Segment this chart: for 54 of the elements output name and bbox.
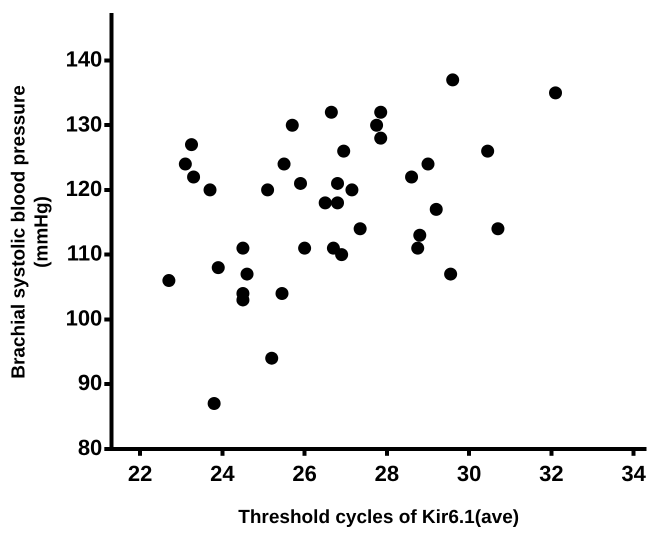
point — [275, 286, 288, 300]
point — [374, 132, 388, 145]
y-tick-label: 120 — [66, 176, 102, 201]
point — [298, 242, 312, 255]
point — [413, 228, 426, 242]
point — [318, 196, 332, 210]
point — [187, 170, 200, 184]
point — [236, 242, 250, 255]
x-tick-label: 28 — [374, 461, 400, 486]
point — [422, 158, 435, 171]
x-tick-label: 30 — [456, 461, 482, 486]
x-tick-label: 32 — [539, 461, 564, 486]
y-tick-label: 80 — [78, 434, 102, 460]
point — [374, 106, 388, 119]
point — [240, 268, 254, 281]
y-tick-label: 110 — [66, 240, 102, 266]
point — [430, 202, 443, 216]
point — [294, 176, 308, 190]
point — [162, 274, 176, 288]
x-tick-label: 26 — [292, 461, 317, 486]
x-tick-label: 34 — [621, 461, 647, 486]
point — [491, 222, 504, 236]
point — [354, 222, 367, 236]
point — [204, 183, 217, 196]
point — [212, 261, 225, 274]
x-axis-title: Threshold cycles of Kir6.1(ave) — [238, 506, 520, 528]
point — [261, 183, 274, 196]
point — [444, 268, 458, 281]
point — [208, 397, 221, 410]
y-tick-label: 90 — [78, 370, 102, 396]
point — [286, 118, 299, 132]
x-tick-label: 22 — [128, 461, 152, 486]
point — [265, 352, 278, 365]
point — [185, 138, 198, 152]
y-axis-title: Brachial systolic blood pressure (mmHg) — [8, 85, 52, 379]
y-tick-label: 100 — [66, 305, 102, 330]
point — [446, 73, 460, 86]
point — [411, 242, 424, 255]
point — [326, 242, 340, 255]
point — [178, 158, 192, 171]
point — [549, 86, 562, 100]
y-tick-label: 140 — [66, 46, 102, 72]
point — [337, 144, 350, 158]
point — [345, 183, 358, 196]
y-tick-label: 130 — [66, 111, 102, 136]
x-tick-label: 24 — [210, 461, 236, 486]
point — [335, 248, 348, 262]
point — [331, 196, 344, 210]
point — [278, 158, 291, 171]
point — [331, 176, 344, 190]
point — [405, 170, 418, 184]
point — [481, 144, 494, 158]
point — [370, 118, 384, 132]
point — [324, 106, 338, 119]
